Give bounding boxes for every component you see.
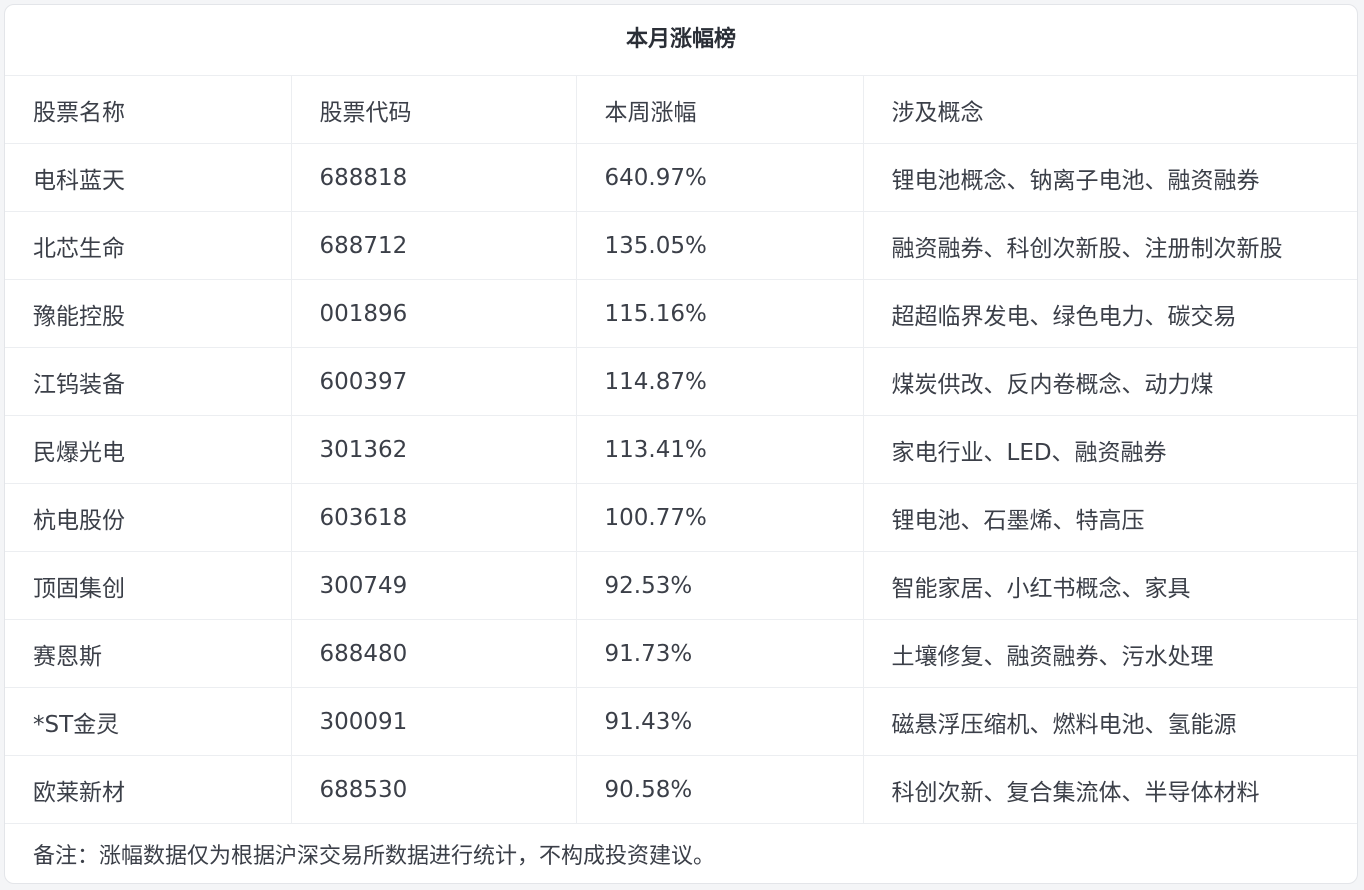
- concepts: 煤炭供改、反内卷概念、动力煤: [863, 347, 1357, 416]
- table-row: 顶固集创 300749 92.53% 智能家居、小红书概念、家具: [5, 551, 1357, 620]
- stock-code: 688480: [291, 619, 577, 688]
- header-concepts: 涉及概念: [863, 76, 1357, 144]
- header-change: 本周涨幅: [576, 76, 864, 144]
- table-title: 本月涨幅榜: [5, 5, 1357, 76]
- change-percent: 113.41%: [576, 415, 864, 484]
- concepts: 锂电池、石墨烯、特高压: [863, 483, 1357, 552]
- stock-name: 赛恩斯: [5, 619, 292, 688]
- change-percent: 100.77%: [576, 483, 864, 552]
- concepts: 智能家居、小红书概念、家具: [863, 551, 1357, 620]
- footnote: 备注：涨幅数据仅为根据沪深交易所数据进行统计，不构成投资建议。: [33, 844, 716, 869]
- change-percent: 91.43%: [576, 687, 864, 756]
- concepts: 科创次新、复合集流体、半导体材料: [863, 755, 1357, 824]
- table-row: 赛恩斯 688480 91.73% 土壤修复、融资融券、污水处理: [5, 619, 1357, 688]
- change-percent: 135.05%: [576, 211, 864, 280]
- change-percent: 640.97%: [576, 143, 864, 212]
- stock-code: 300749: [291, 551, 577, 620]
- table-row: 豫能控股 001896 115.16% 超超临界发电、绿色电力、碳交易: [5, 279, 1357, 348]
- stock-name: 电科蓝天: [5, 143, 292, 212]
- stock-code: 301362: [291, 415, 577, 484]
- stock-code: 688712: [291, 211, 577, 280]
- stock-name: *ST金灵: [5, 687, 292, 756]
- stock-name: 杭电股份: [5, 483, 292, 552]
- stock-name: 欧莱新材: [5, 755, 292, 824]
- concepts: 磁悬浮压缩机、燃料电池、氢能源: [863, 687, 1357, 756]
- change-percent: 90.58%: [576, 755, 864, 824]
- concepts: 土壤修复、融资融券、污水处理: [863, 619, 1357, 688]
- stock-code: 001896: [291, 279, 577, 348]
- concepts: 锂电池概念、钠离子电池、融资融券: [863, 143, 1357, 212]
- table-row: 电科蓝天 688818 640.97% 锂电池概念、钠离子电池、融资融券: [5, 143, 1357, 212]
- change-percent: 115.16%: [576, 279, 864, 348]
- stock-code: 688818: [291, 143, 577, 212]
- stock-name: 民爆光电: [5, 415, 292, 484]
- stock-name: 江钨装备: [5, 347, 292, 416]
- table-row: 杭电股份 603618 100.77% 锂电池、石墨烯、特高压: [5, 483, 1357, 552]
- stock-code: 688530: [291, 755, 577, 824]
- stock-code: 600397: [291, 347, 577, 416]
- stock-name: 北芯生命: [5, 211, 292, 280]
- header-code: 股票代码: [291, 76, 577, 144]
- concepts: 家电行业、LED、融资融券: [863, 415, 1357, 484]
- table-row: *ST金灵 300091 91.43% 磁悬浮压缩机、燃料电池、氢能源: [5, 687, 1357, 756]
- concepts: 融资融券、科创次新股、注册制次新股: [863, 211, 1357, 280]
- table-row: 民爆光电 301362 113.41% 家电行业、LED、融资融券: [5, 415, 1357, 484]
- stock-code: 300091: [291, 687, 577, 756]
- change-percent: 91.73%: [576, 619, 864, 688]
- header-name: 股票名称: [5, 76, 292, 144]
- table-row: 北芯生命 688712 135.05% 融资融券、科创次新股、注册制次新股: [5, 211, 1357, 280]
- change-percent: 92.53%: [576, 551, 864, 620]
- ranking-table: 股票名称 股票代码 本周涨幅 涉及概念 电科蓝天 688818 640.97% 锂电池…: [5, 76, 1357, 824]
- stock-name: 豫能控股: [5, 279, 292, 348]
- table-header-row: 股票名称 股票代码 本周涨幅 涉及概念: [5, 76, 1357, 144]
- stock-name: 顶固集创: [5, 551, 292, 620]
- stock-code: 603618: [291, 483, 577, 552]
- ranking-table-card: 本月涨幅榜 股票名称 股票代码 本周涨幅 涉及概念 电科蓝天 688818 640.…: [4, 4, 1358, 884]
- table-row: 江钨装备 600397 114.87% 煤炭供改、反内卷概念、动力煤: [5, 347, 1357, 416]
- change-percent: 114.87%: [576, 347, 864, 416]
- concepts: 超超临界发电、绿色电力、碳交易: [863, 279, 1357, 348]
- table-row: 欧莱新材 688530 90.58% 科创次新、复合集流体、半导体材料: [5, 755, 1357, 824]
